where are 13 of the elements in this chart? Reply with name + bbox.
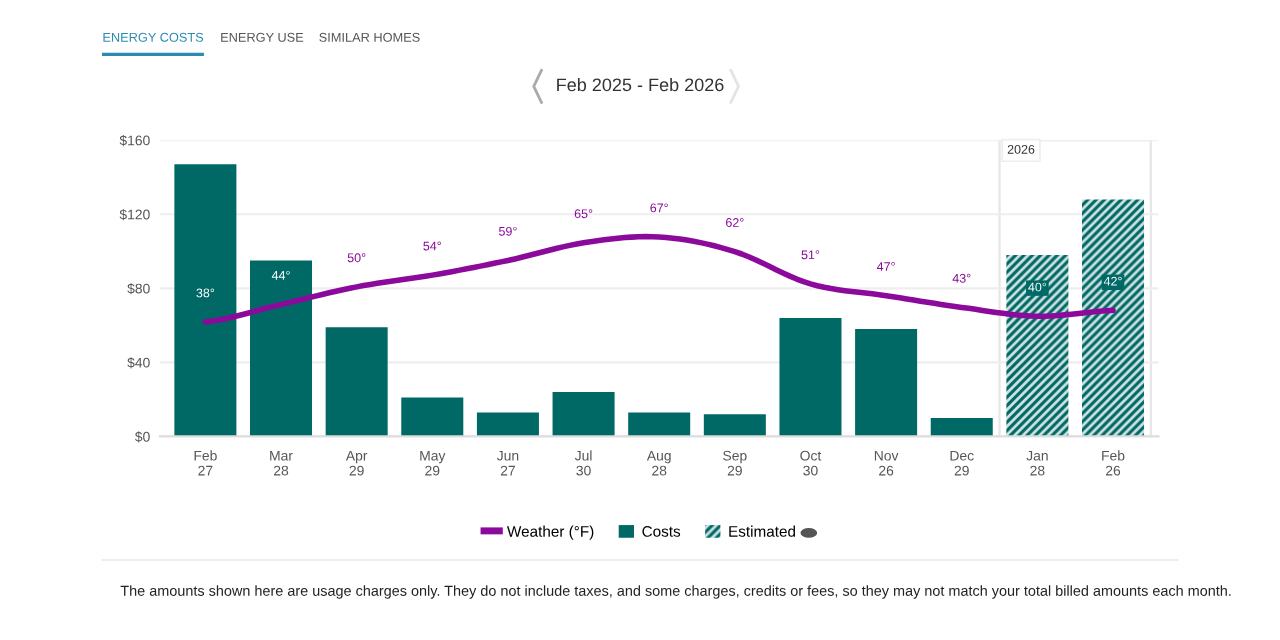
bar: [250, 260, 313, 437]
bar: [855, 329, 918, 437]
bar: [325, 327, 388, 437]
bar: [628, 412, 691, 437]
bar: [401, 397, 464, 437]
bar: [779, 317, 842, 437]
bar: [930, 417, 993, 437]
bar: [1006, 254, 1069, 437]
bar: [174, 164, 237, 437]
bar: [703, 414, 766, 437]
bar: [476, 412, 539, 437]
chart-title: Feb 2025 - Feb 2026: [557, 77, 724, 92]
bar: [552, 392, 615, 437]
